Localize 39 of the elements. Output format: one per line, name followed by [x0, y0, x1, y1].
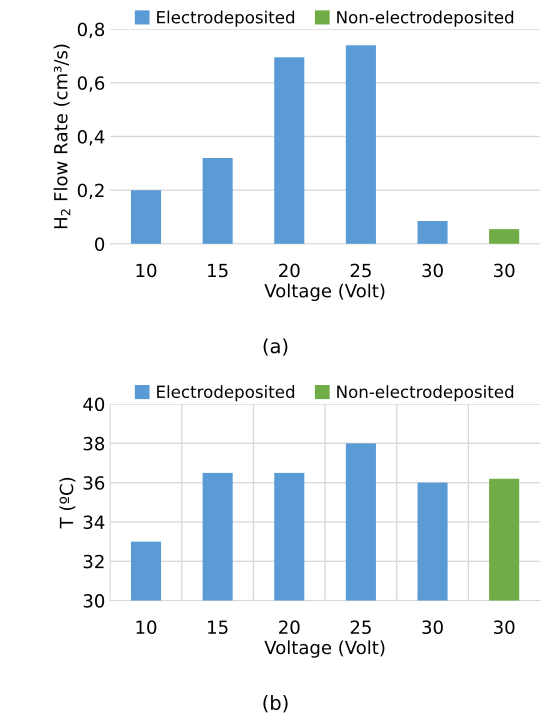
- y-tick-label: 0,4: [78, 130, 104, 146]
- x-axis-title: Voltage (Volt): [264, 640, 384, 658]
- text: (a): [264, 338, 288, 356]
- x-tick-label: 30: [422, 620, 443, 634]
- y-tick-label: 0,2: [78, 184, 104, 200]
- x-tick-label: 20: [279, 264, 300, 278]
- y-tick-label: 0,6: [78, 76, 104, 92]
- x-tick-label: 15: [208, 264, 228, 278]
- x-tick-label: 25: [350, 264, 371, 278]
- y-tick-label: 34: [84, 515, 104, 530]
- bar: [274, 57, 304, 244]
- bar: [489, 229, 520, 244]
- y-axis-title: T (ºC): [59, 478, 76, 528]
- bar: [202, 158, 233, 244]
- x-tick-label: 10: [136, 264, 156, 278]
- x-tick-label: 15: [208, 620, 228, 634]
- x-tick-label: 30: [422, 264, 443, 278]
- y-axis-title: H$_{2}$ Flow Rate (cm³/s): [54, 44, 70, 228]
- y-tick-label: 38: [84, 436, 104, 450]
- y-tick-label: 32: [84, 554, 104, 568]
- x-tick-label: 25: [350, 620, 371, 634]
- x-tick-label: 20: [279, 620, 300, 634]
- y-tick-label: 0: [95, 237, 104, 251]
- x-axis-title: Voltage (Volt): [264, 284, 384, 302]
- bar: [346, 45, 376, 244]
- x-tick-label: 30: [494, 264, 514, 278]
- bar: [417, 221, 448, 244]
- x-tick-label: 10: [136, 620, 156, 634]
- legend-label: Electrodeposited: [157, 10, 294, 27]
- text: (b): [263, 695, 288, 712]
- y-tick-label: 0,8: [78, 22, 104, 38]
- legend-label: Non-electrodeposited: [337, 10, 514, 27]
- legend-label: Non-electrodeposited: [337, 385, 514, 402]
- y-tick-label: 36: [84, 476, 104, 490]
- legend-label: Electrodeposited: [157, 385, 294, 402]
- x-tick-label: 30: [494, 620, 514, 634]
- bar: [130, 190, 162, 244]
- y-tick-label: 40: [83, 398, 104, 412]
- y-tick-label: 30: [84, 594, 104, 608]
